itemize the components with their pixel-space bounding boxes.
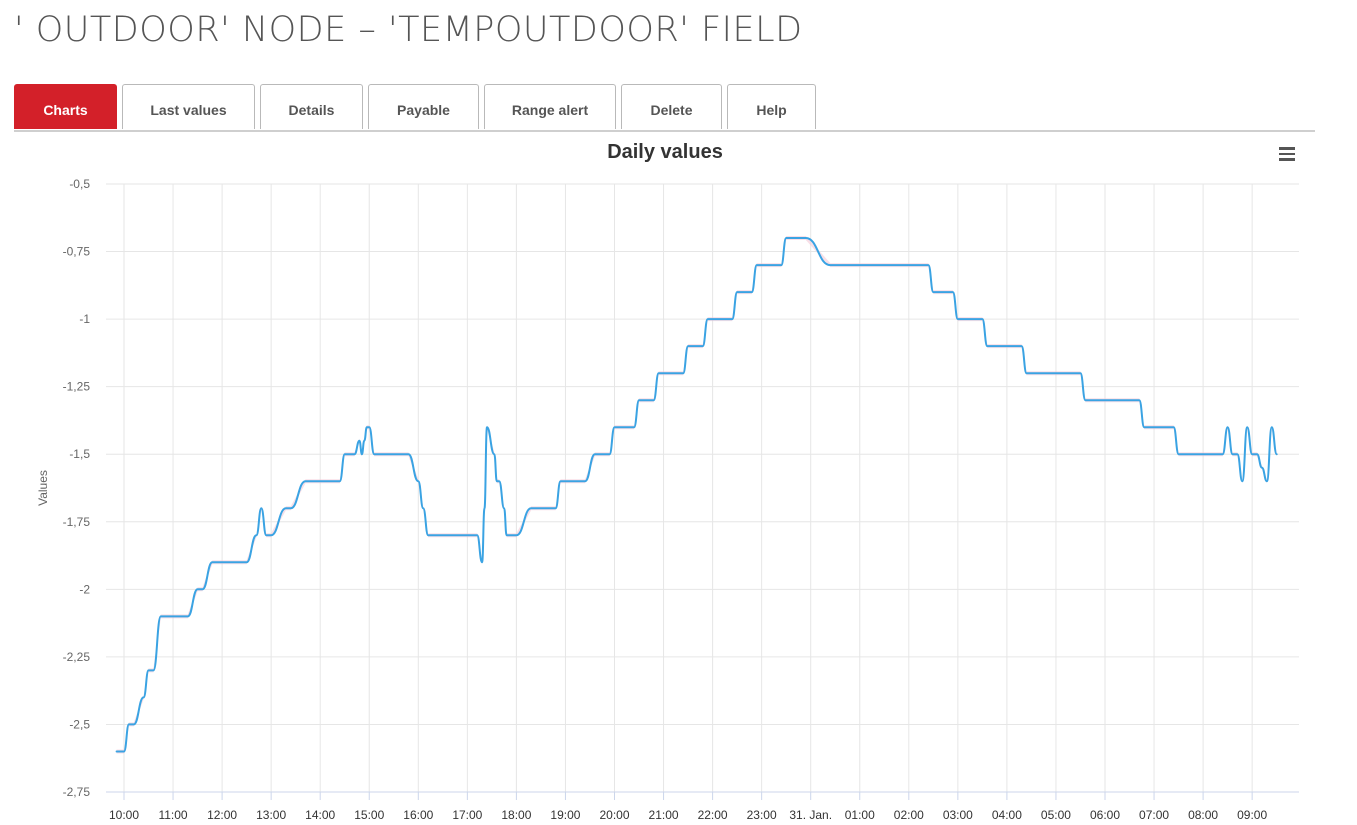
x-tick-label: 11:00 [158,808,187,822]
chart-container: -0,5 -0,75 -1 -1,25 -1,5 -1,75 -2 -2,25 -2,5 -2,7… [14,132,1314,825]
series-line [115,237,1278,753]
y-tick-label: -1 [79,312,90,326]
tab-charts[interactable]: Charts [14,84,117,129]
hamburger-menu-icon[interactable] [1276,142,1298,164]
x-tick-label: 01:00 [845,808,875,822]
tab-details[interactable]: Details [260,84,363,129]
x-tick-label: 16:00 [403,808,433,822]
x-tick-label: 15:00 [354,808,384,822]
x-tick-label: 21:00 [649,808,679,822]
x-tick-label: 14:00 [305,808,335,822]
x-tick-label: 13:00 [256,808,286,822]
y-tick-label: -1,5 [69,447,90,461]
y-tick-label: -1,25 [63,380,91,394]
series-range-band [116,236,1277,754]
x-tick-label: 12:00 [207,808,237,822]
chart-title: Daily values [607,141,723,163]
x-tick-label: 19:00 [550,808,580,822]
y-tick-label: -2 [79,582,90,596]
y-axis-title: Values [36,470,50,506]
tab-range-alert[interactable]: Range alert [484,84,616,129]
x-tick-label: 31. Jan. [789,808,832,822]
page-title: ' OUTDOOR' NODE – 'TEMPOUTDOOR' FIELD [14,10,803,50]
tab-last-values[interactable]: Last values [122,84,255,129]
x-tick-label: 04:00 [992,808,1022,822]
x-tick-label: 20:00 [599,808,629,822]
x-tick-label: 03:00 [943,808,973,822]
x-tick-label: 23:00 [747,808,777,822]
y-tick-label: -2,5 [69,717,90,731]
x-tick-label: 09:00 [1237,808,1267,822]
tab-payable[interactable]: Payable [368,84,479,129]
x-tick-label: 22:00 [698,808,728,822]
x-tick-label: 07:00 [1139,808,1169,822]
x-tick-label: 18:00 [501,808,531,822]
x-tick-label: 02:00 [894,808,924,822]
tab-help[interactable]: Help [727,84,816,129]
x-tick-label: 08:00 [1188,808,1218,822]
y-tick-label: -1,75 [63,515,91,529]
x-tick-label: 17:00 [452,808,482,822]
x-tick-label: 10:00 [109,808,139,822]
y-tick-label: -2,25 [63,650,91,664]
y-tick-label: -0,75 [63,245,91,259]
tab-bar: Charts Last values Details Payable Range… [14,84,1315,132]
y-tick-label: -2,75 [63,785,91,799]
tab-delete[interactable]: Delete [621,84,722,129]
daily-values-chart: -0,5 -0,75 -1 -1,25 -1,5 -1,75 -2 -2,25 -2,5 -2,7… [36,141,1299,822]
x-tick-label: 05:00 [1041,808,1071,822]
x-tick-label: 06:00 [1090,808,1120,822]
y-tick-label: -0,5 [69,177,90,191]
